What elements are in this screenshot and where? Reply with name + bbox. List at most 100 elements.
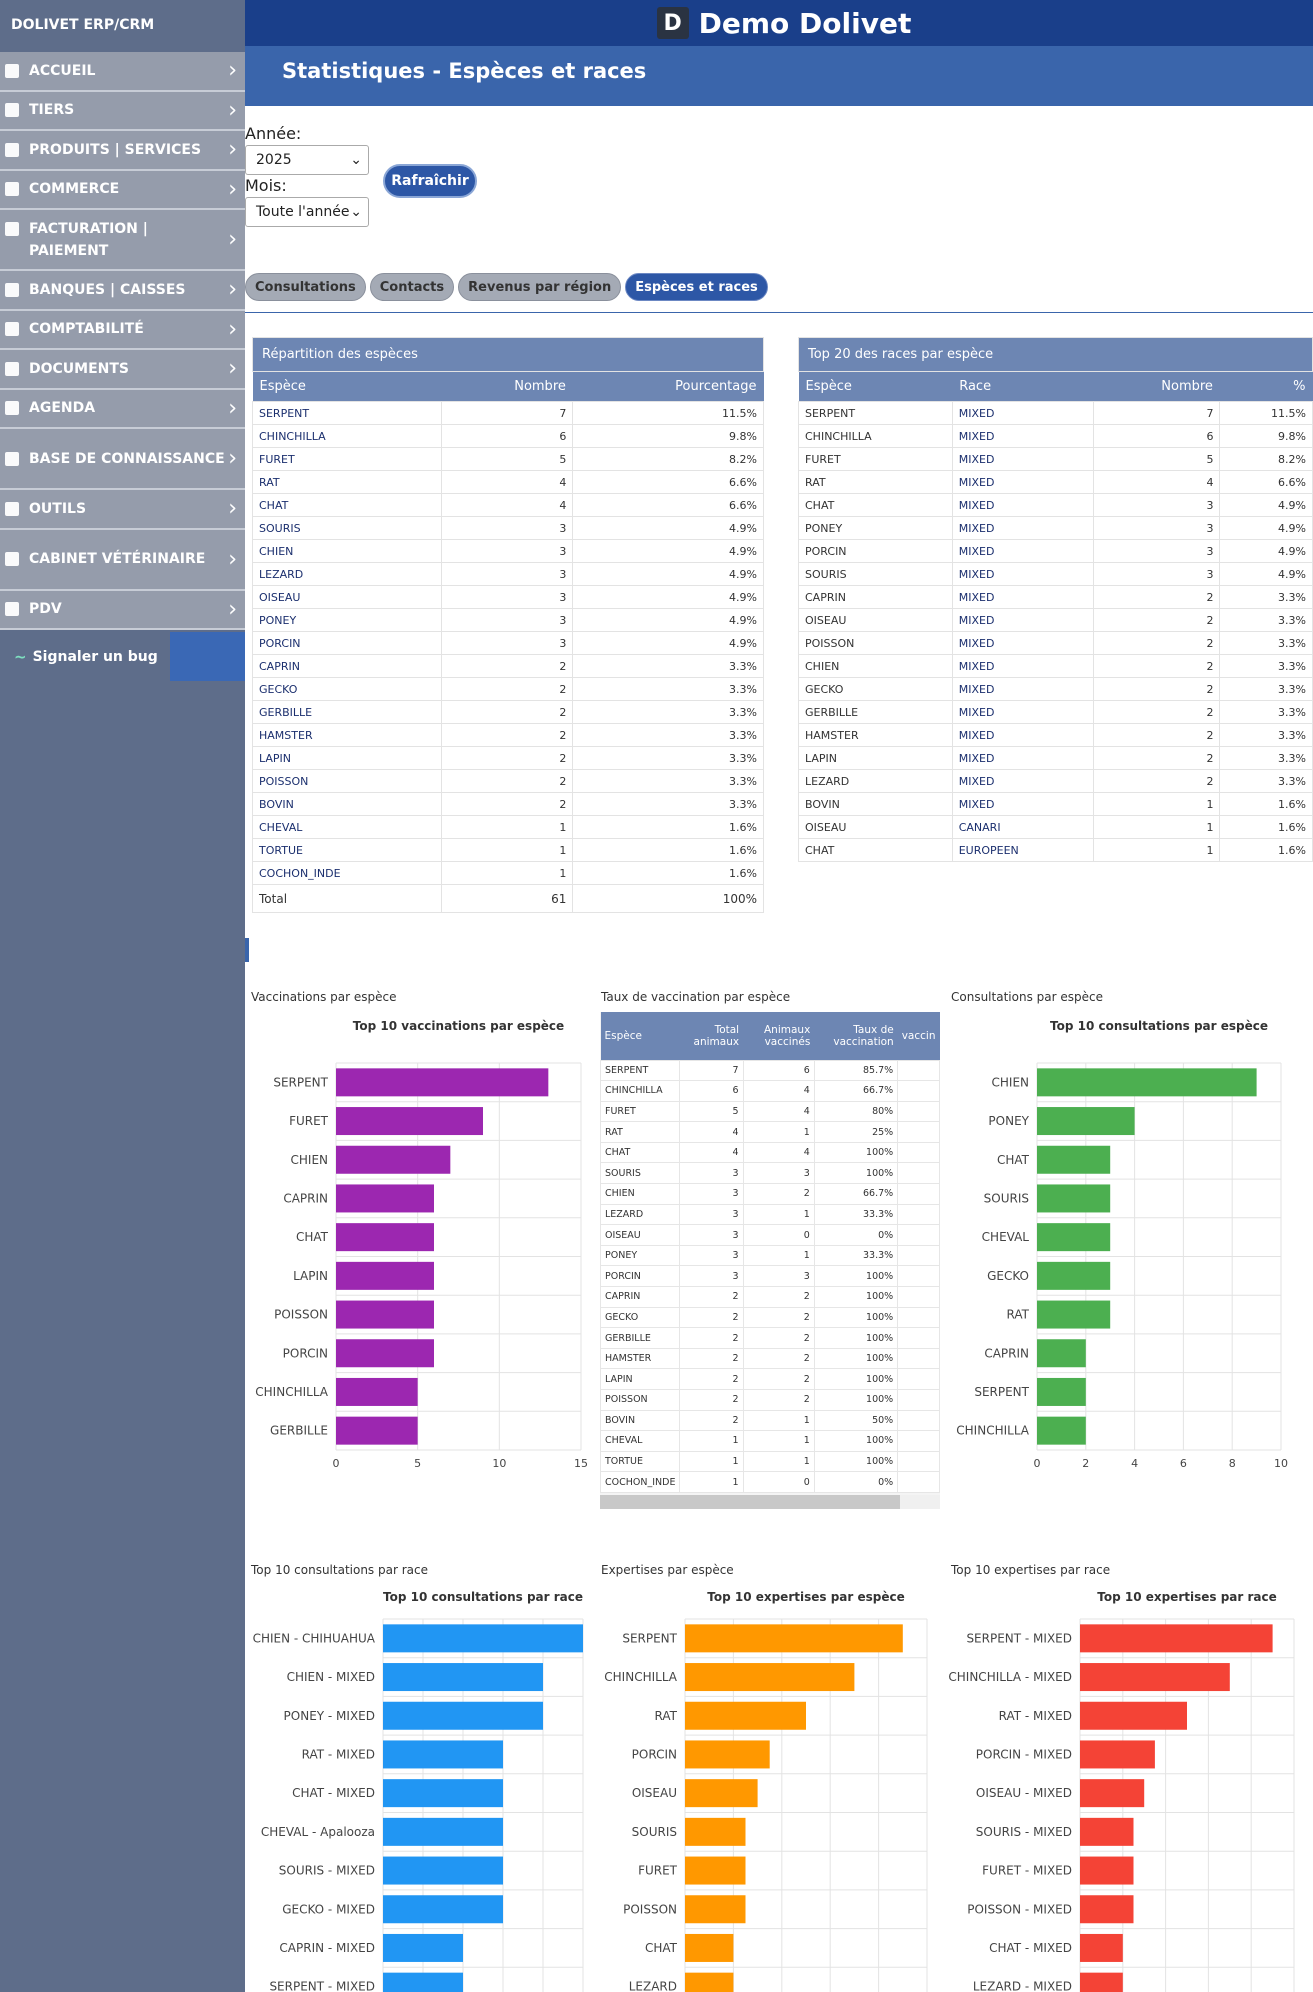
species-link[interactable]: TORTUE [251, 838, 443, 862]
bar[interactable] [336, 1377, 418, 1406]
sidebar-item-6[interactable]: COMPTABILITÉ › [0, 310, 245, 350]
species-link[interactable]: CAPRIN [251, 654, 443, 678]
race-link[interactable]: MIXED [951, 723, 1094, 747]
species-link[interactable]: RAT [251, 470, 443, 494]
column-header[interactable]: % [1219, 371, 1313, 402]
race-link[interactable]: MIXED [951, 746, 1094, 770]
bar[interactable] [685, 1701, 806, 1730]
bar[interactable] [383, 1663, 543, 1692]
bar[interactable] [336, 1416, 418, 1445]
column-header[interactable]: Animaux vaccinés [743, 1012, 815, 1060]
dolivet-logo-icon[interactable]: D [656, 7, 689, 39]
bar[interactable] [1080, 1624, 1273, 1653]
column-header[interactable]: Nombre [441, 371, 573, 402]
bar[interactable] [685, 1933, 734, 1962]
bar[interactable] [1080, 1817, 1134, 1846]
race-link[interactable]: MIXED [951, 493, 1094, 517]
bar[interactable] [1080, 1895, 1134, 1924]
tab-2[interactable]: Revenus par région [458, 273, 622, 301]
bar[interactable] [685, 1779, 758, 1808]
bar[interactable] [1037, 1068, 1257, 1097]
column-header[interactable]: Nombre [1093, 371, 1220, 402]
bar[interactable] [336, 1339, 434, 1368]
sidebar-item-3[interactable]: COMMERCE › [0, 170, 245, 210]
race-link[interactable]: MIXED [951, 631, 1094, 655]
race-link[interactable]: MIXED [951, 539, 1094, 563]
race-link[interactable]: MIXED [951, 424, 1094, 448]
sidebar-item-4[interactable]: FACTURATION | PAIEMENT › [0, 210, 245, 271]
bar[interactable] [1037, 1107, 1135, 1136]
bar[interactable] [1080, 1933, 1123, 1962]
species-link[interactable]: CHAT [251, 493, 443, 517]
sidebar-item-7[interactable]: DOCUMENTS › [0, 350, 245, 390]
species-link[interactable]: CHEVAL [251, 815, 443, 839]
tab-0[interactable]: Consultations [245, 273, 366, 301]
race-link[interactable]: MIXED [951, 700, 1094, 724]
tab-1[interactable]: Contacts [369, 273, 455, 301]
bar[interactable] [383, 1972, 463, 1992]
bar[interactable] [1037, 1416, 1086, 1445]
species-link[interactable]: SOURIS [251, 516, 443, 540]
species-link[interactable]: GERBILLE [251, 700, 443, 724]
bar[interactable] [383, 1895, 503, 1924]
species-link[interactable]: FURET [251, 447, 443, 471]
column-header[interactable]: Espèce [252, 371, 442, 402]
bar[interactable] [383, 1624, 583, 1653]
species-link[interactable]: CHIEN [251, 539, 443, 563]
column-header[interactable]: Taux de vaccination [814, 1012, 898, 1060]
race-link[interactable]: MIXED [951, 792, 1094, 816]
bar[interactable] [1080, 1779, 1145, 1808]
bar[interactable] [383, 1740, 503, 1769]
bar[interactable] [383, 1856, 503, 1885]
bar[interactable] [685, 1663, 855, 1692]
bar[interactable] [383, 1817, 503, 1846]
bar[interactable] [1037, 1184, 1111, 1213]
species-link[interactable]: OISEAU [251, 585, 443, 609]
species-link[interactable]: LAPIN [251, 746, 443, 770]
month-select[interactable]: Toute l'année ⌄ [245, 197, 369, 227]
race-link[interactable]: MIXED [951, 447, 1094, 471]
column-header[interactable]: Race [952, 371, 1094, 402]
bar[interactable] [1037, 1377, 1086, 1406]
bar[interactable] [336, 1261, 434, 1290]
bar[interactable] [685, 1856, 746, 1885]
sidebar-item-11[interactable]: CABINET VÉTÉRINAIRE › [0, 529, 245, 591]
bar[interactable] [1080, 1701, 1187, 1730]
column-header[interactable]: vaccin [897, 1012, 940, 1060]
column-header[interactable]: Espèce [600, 1012, 680, 1060]
year-select[interactable]: 2025 ⌄ [245, 145, 369, 175]
bar[interactable] [336, 1223, 434, 1252]
bar[interactable] [383, 1933, 463, 1962]
bar[interactable] [685, 1740, 770, 1769]
bar[interactable] [1080, 1663, 1230, 1692]
tab-3[interactable]: Espèces et races [625, 273, 768, 301]
species-link[interactable]: GECKO [251, 677, 443, 701]
sidebar-item-2[interactable]: PRODUITS | SERVICES › [0, 131, 245, 171]
bar[interactable] [1037, 1300, 1111, 1329]
bar[interactable] [1080, 1856, 1134, 1885]
sidebar-item-10[interactable]: OUTILS › [0, 490, 245, 530]
species-link[interactable]: POISSON [251, 769, 443, 793]
bar[interactable] [1037, 1145, 1111, 1174]
species-link[interactable]: SERPENT [251, 401, 443, 425]
bar[interactable] [685, 1895, 746, 1924]
race-link[interactable]: MIXED [951, 769, 1094, 793]
bar[interactable] [1080, 1972, 1123, 1992]
race-link[interactable]: MIXED [951, 562, 1094, 586]
race-link[interactable]: MIXED [951, 401, 1094, 425]
refresh-button[interactable]: Rafraîchir [383, 164, 477, 198]
race-link[interactable]: MIXED [951, 608, 1094, 632]
species-link[interactable]: COCHON_INDE [251, 861, 443, 885]
bar[interactable] [383, 1701, 543, 1730]
app-title[interactable]: Demo Dolivet [698, 6, 912, 40]
bar[interactable] [336, 1184, 434, 1213]
race-link[interactable]: MIXED [951, 677, 1094, 701]
bar[interactable] [685, 1972, 734, 1992]
report-bug-button[interactable]: ~ Signaler un bug [0, 632, 170, 681]
sidebar-item-8[interactable]: AGENDA › [0, 389, 245, 429]
sidebar-item-1[interactable]: TIERS › [0, 91, 245, 131]
race-link[interactable]: MIXED [951, 516, 1094, 540]
scrollbar-thumb[interactable] [600, 1495, 900, 1509]
vaccination-rate-table[interactable]: Espèce Total animaux Animaux vaccinés Taux … [600, 1012, 940, 1509]
sidebar-item-12[interactable]: PDV › [0, 590, 245, 630]
